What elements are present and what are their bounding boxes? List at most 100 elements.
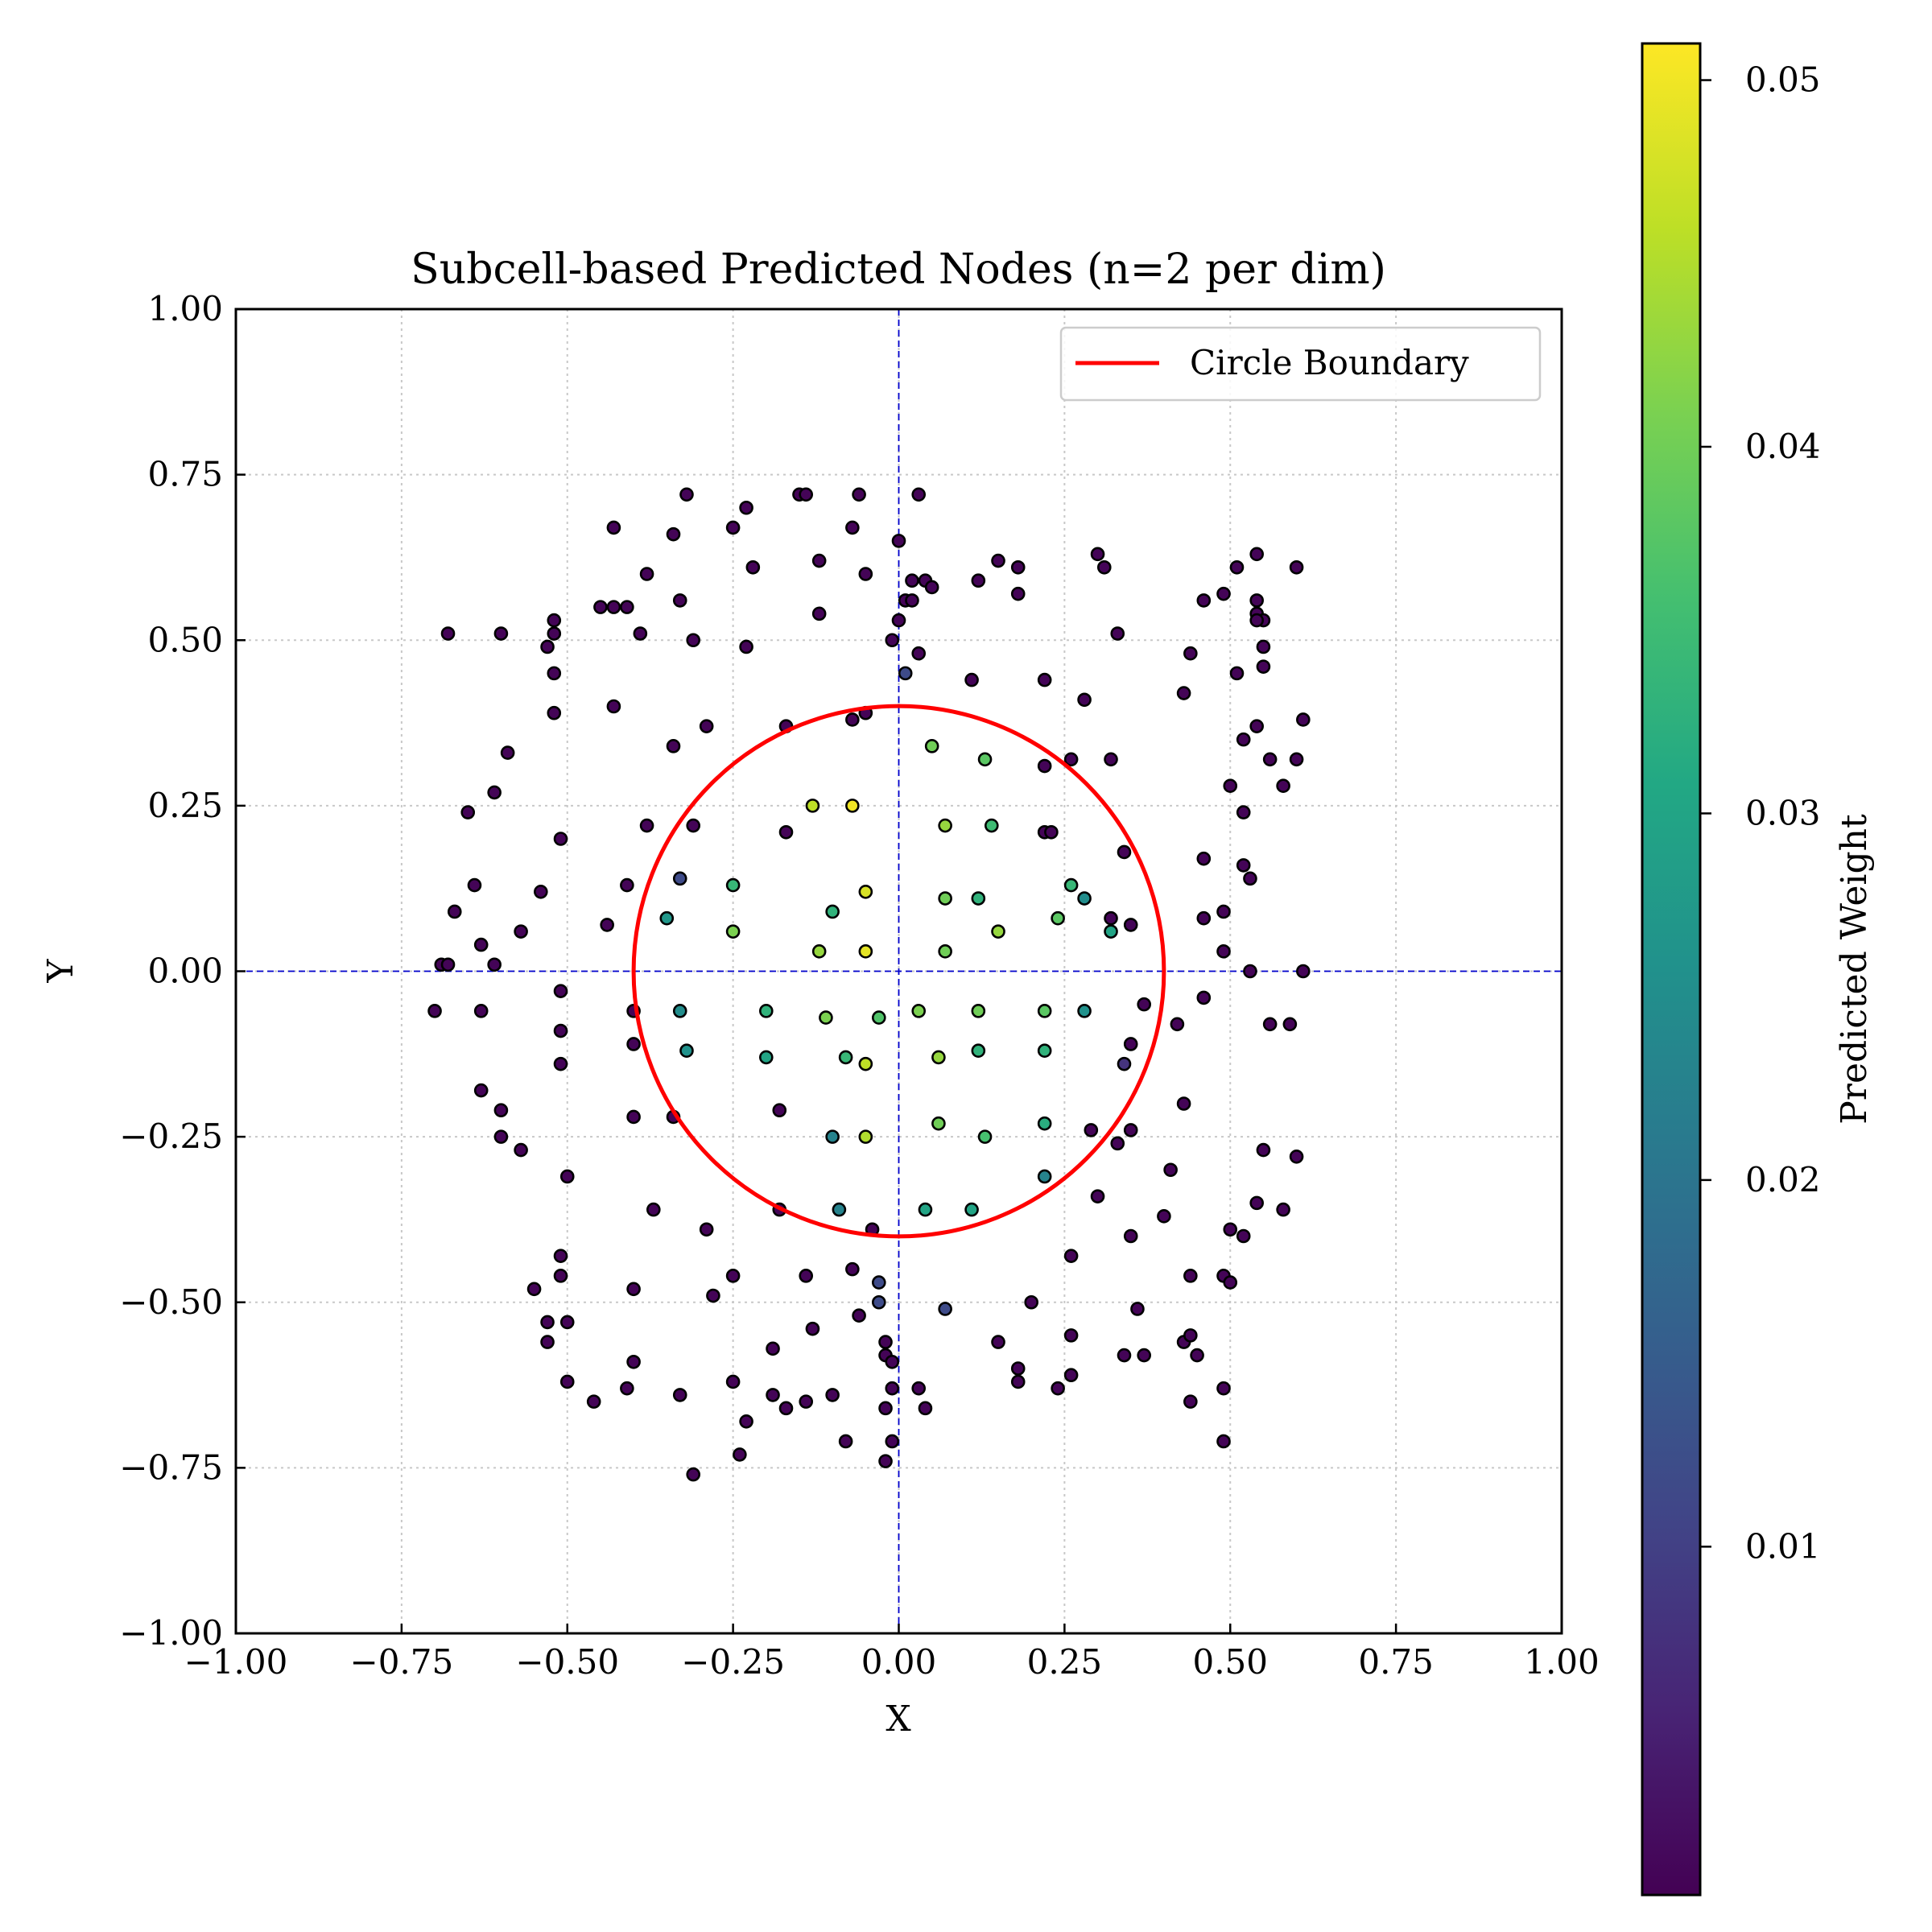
data-point (1236, 732, 1251, 747)
data-point (540, 1335, 555, 1349)
y-tick-label: 0.50 (147, 620, 223, 659)
data-point (534, 885, 548, 899)
data-point (772, 1103, 787, 1118)
data-point (639, 567, 654, 581)
data-point (1249, 613, 1264, 628)
data-point (918, 1401, 933, 1416)
data-point (991, 553, 1005, 568)
colorbar-ticks: 0.01 0.02 0.03 0.04 0.05 (1700, 60, 1821, 1566)
data-point (891, 613, 906, 628)
data-point (1223, 778, 1238, 794)
data-point (659, 910, 675, 926)
x-ticks: −1.00 −0.75 −0.50 −0.25 0.00 0.25 0.50 0.75 1.00 (184, 1624, 1600, 1682)
data-point (1256, 1142, 1271, 1158)
data-point (620, 1381, 634, 1396)
data-point (811, 606, 827, 621)
legend-box (1059, 326, 1542, 402)
data-point (1183, 646, 1198, 661)
data-point (553, 984, 568, 998)
data-point (911, 1381, 927, 1396)
data-point (493, 626, 509, 641)
data-point (1183, 1394, 1198, 1409)
data-point (473, 1004, 489, 1018)
data-point (1084, 1123, 1099, 1137)
data-point (911, 1004, 927, 1018)
y-tick-label: 0.00 (147, 952, 223, 991)
colorbar-tick-label: 0.03 (1745, 793, 1821, 832)
data-point (758, 1050, 774, 1065)
data-point (871, 1010, 886, 1025)
data-point (845, 1261, 860, 1277)
data-point (1216, 1381, 1231, 1396)
data-point (1063, 1328, 1079, 1343)
data-point (1010, 1374, 1026, 1389)
data-point (487, 957, 502, 972)
data-point (766, 1341, 780, 1356)
data-point (1051, 910, 1065, 926)
data-point (1216, 1434, 1231, 1449)
data-point (559, 1315, 575, 1330)
x-tick-label: 1.00 (1524, 1642, 1600, 1682)
data-point (885, 1354, 900, 1369)
data-point (905, 573, 919, 588)
colorbar-tick-label: 0.05 (1745, 60, 1821, 100)
data-point (1110, 626, 1125, 641)
data-point (878, 1401, 893, 1416)
data-point (626, 1037, 641, 1051)
data-point (858, 1056, 873, 1071)
data-point (799, 1394, 814, 1409)
y-tick-label: 0.75 (147, 455, 223, 494)
data-point (672, 871, 687, 886)
x-tick-label: −0.75 (350, 1642, 454, 1682)
data-point (686, 818, 701, 833)
data-point (473, 937, 489, 952)
colorbar-tick-label: 0.02 (1745, 1160, 1821, 1199)
data-point (845, 799, 860, 813)
data-point (984, 818, 999, 833)
data-point (1262, 752, 1278, 767)
data-point (699, 1222, 714, 1237)
data-point (852, 1308, 866, 1323)
data-point (1229, 666, 1245, 681)
data-point (553, 1249, 568, 1263)
data-point (971, 891, 986, 906)
data-point (1090, 1189, 1105, 1203)
data-point (1249, 593, 1264, 608)
x-axis-label: X (886, 1699, 911, 1740)
data-point (1216, 586, 1231, 601)
data-point (646, 1202, 661, 1217)
data-point (977, 752, 993, 767)
data-point (699, 719, 714, 733)
data-point (1077, 692, 1092, 708)
x-tick-label: −0.50 (515, 1642, 619, 1682)
data-point (1249, 719, 1264, 733)
data-point (1289, 752, 1304, 767)
data-point (1044, 824, 1059, 840)
data-point (1223, 1222, 1238, 1237)
data-point (1229, 559, 1245, 575)
data-point (1216, 904, 1231, 919)
data-point (733, 1447, 747, 1462)
data-point (838, 1050, 853, 1065)
data-point (971, 1043, 986, 1058)
data-point (427, 1004, 442, 1018)
data-point (1296, 712, 1311, 727)
data-point (467, 877, 482, 893)
data-point (620, 877, 634, 893)
data-point (1037, 1043, 1052, 1058)
data-point (1077, 1004, 1092, 1018)
data-point (1249, 547, 1264, 562)
data-point (739, 500, 753, 515)
scatter-points (427, 487, 1311, 1482)
data-point (938, 891, 952, 906)
data-point (938, 818, 952, 833)
data-point (1157, 1209, 1171, 1224)
data-point (825, 904, 840, 919)
data-point (885, 633, 900, 648)
chart-title: Subcell-based Predicted Nodes (n=2 per d… (411, 246, 1386, 294)
data-point (473, 1083, 489, 1098)
data-point (526, 1282, 542, 1297)
data-point (891, 534, 906, 548)
data-point (805, 799, 820, 813)
